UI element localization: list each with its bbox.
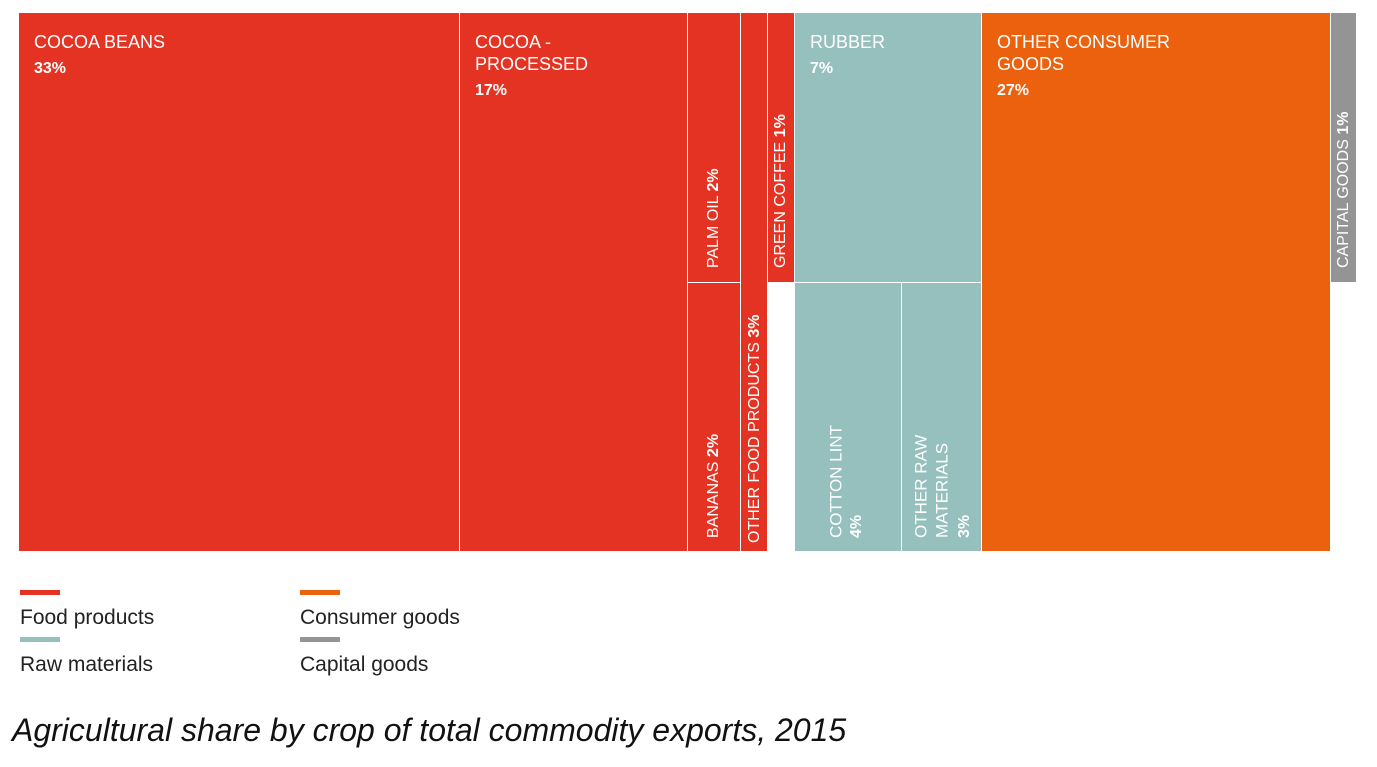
- treemap-cell-palm-oil: PALM OIL 2%: [688, 13, 740, 282]
- treemap-value-other-raw-materials: 3%: [956, 515, 973, 538]
- treemap-value-bananas: 2%: [705, 434, 722, 457]
- treemap-value-cocoa-beans: 33%: [34, 60, 66, 77]
- treemap-value-other-food-products: 3%: [746, 315, 763, 338]
- legend-label-consumer-goods: Consumer goods: [300, 606, 460, 629]
- treemap-cell-capital-goods: CAPITAL GOODS 1%: [1331, 13, 1356, 282]
- treemap-label-cocoa-beans: COCOA BEANS: [34, 32, 165, 52]
- treemap-label-other-raw-materials: MATERIALS: [932, 443, 951, 538]
- treemap-label-palm-oil: PALM OIL 2%: [705, 168, 722, 268]
- treemap-cell-green-coffee: GREEN COFFEE 1%: [768, 13, 794, 282]
- treemap-value-palm-oil: 2%: [705, 168, 722, 191]
- legend-swatch-food-products: [20, 590, 60, 595]
- treemap-value-cotton-lint: 4%: [848, 515, 865, 538]
- legend-swatch-raw-materials: [20, 637, 60, 642]
- treemap-value-cocoa-processed: 17%: [475, 82, 507, 99]
- treemap-rect-green-coffee: [768, 13, 794, 282]
- treemap-label-bananas: BANANAS 2%: [705, 434, 722, 538]
- treemap-label-text-green-coffee: GREEN COFFEE: [772, 137, 789, 268]
- treemap-label-green-coffee: GREEN COFFEE 1%: [772, 114, 789, 268]
- treemap-label-cocoa-processed: PROCESSED: [475, 54, 588, 74]
- treemap-rect-cotton-lint: [795, 283, 901, 551]
- legend-label-food-products: Food products: [20, 606, 155, 629]
- treemap-cell-rubber: RUBBER 7%: [795, 13, 981, 282]
- treemap-label-other-consumer-goods: OTHER CONSUMER: [997, 32, 1170, 52]
- treemap-cell-cocoa-processed: COCOA -PROCESSED 17%: [460, 13, 687, 551]
- treemap-rect-cocoa-processed: [460, 13, 687, 551]
- treemap-label-other-food-products: OTHER FOOD PRODUCTS 3%: [746, 315, 763, 543]
- treemap-label-rubber: RUBBER: [810, 32, 885, 52]
- treemap-value-other-consumer-goods: 27%: [997, 82, 1029, 99]
- treemap-cell-other-food-products: OTHER FOOD PRODUCTS 3%: [741, 13, 767, 551]
- treemap-rect-capital-goods: [1331, 13, 1356, 282]
- treemap-label-text-palm-oil: PALM OIL: [705, 192, 722, 268]
- legend-swatch-capital-goods: [300, 637, 340, 642]
- treemap-rect-bananas: [688, 283, 740, 551]
- treemap-label-text-bananas: BANANAS: [705, 457, 722, 538]
- legend-swatch-consumer-goods: [300, 590, 340, 595]
- treemap-rect-rubber: [795, 13, 981, 282]
- legend-label-capital-goods: Capital goods: [300, 653, 429, 676]
- treemap-value-green-coffee: 1%: [772, 114, 789, 137]
- treemap-rect-palm-oil: [688, 13, 740, 282]
- treemap-label-capital-goods: CAPITAL GOODS 1%: [1335, 112, 1352, 268]
- treemap-rect-other-food-products: [741, 13, 767, 551]
- treemap-rect-cocoa-beans: [19, 13, 459, 551]
- chart-caption: Agricultural share by crop of total comm…: [12, 712, 847, 748]
- treemap-label-text-capital-goods: CAPITAL GOODS: [1335, 135, 1352, 268]
- treemap-cell-cotton-lint: COTTON LINT 4%: [795, 283, 901, 551]
- legend-label-raw-materials: Raw materials: [20, 653, 154, 676]
- treemap-rect-other-raw-materials: [902, 283, 981, 551]
- treemap-label-text-other-food-products: OTHER FOOD PRODUCTS: [746, 338, 763, 543]
- treemap-label-other-consumer-goods: GOODS: [997, 54, 1064, 74]
- treemap-value-rubber: 7%: [810, 60, 833, 77]
- treemap-cell-bananas: BANANAS 2%: [688, 283, 740, 551]
- treemap-label-other-raw-materials: OTHER RAW: [911, 435, 930, 538]
- treemap-chart: COCOA BEANS 33% COCOA -PROCESSED 17% PALM OI…: [19, 13, 1356, 551]
- treemap-cell-other-raw-materials: OTHER RAW MATERIALS 3%: [902, 283, 981, 551]
- treemap-cell-cocoa-beans: COCOA BEANS 33%: [19, 13, 459, 551]
- treemap-value-capital-goods: 1%: [1335, 112, 1352, 135]
- treemap-label-cotton-lint: COTTON LINT: [826, 425, 845, 538]
- treemap-label-cocoa-processed: COCOA -: [475, 32, 551, 52]
- treemap-rect-other-consumer-goods: [982, 13, 1330, 551]
